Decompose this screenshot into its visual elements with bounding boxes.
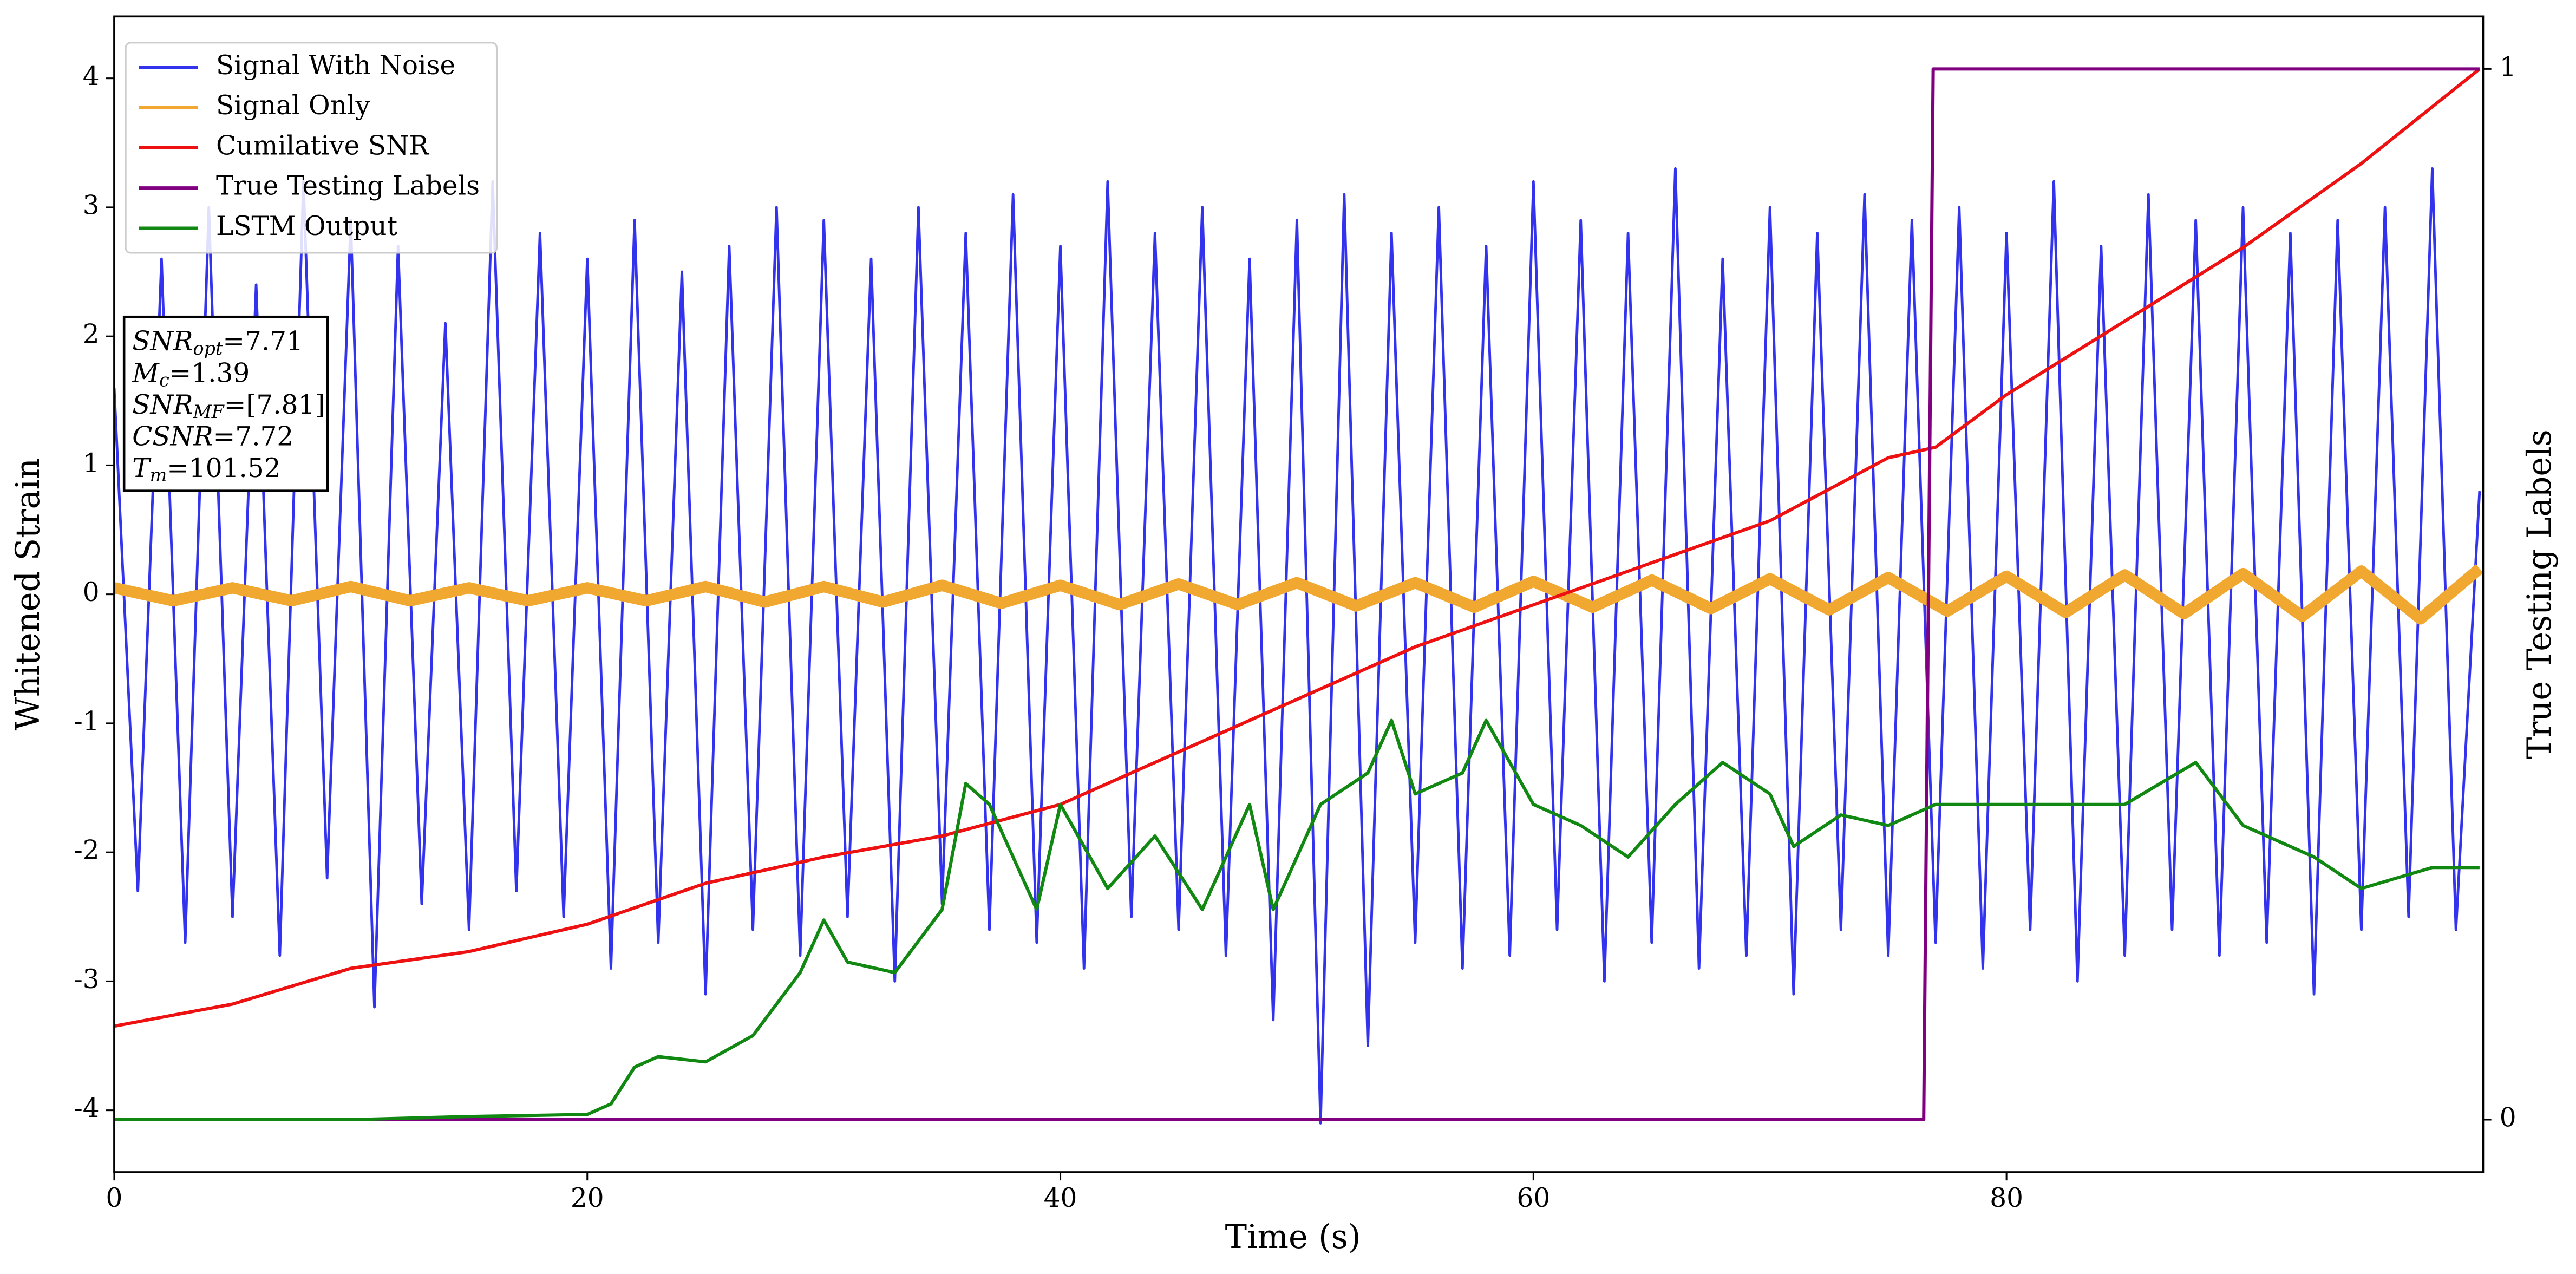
legend-label: Cumilative SNR	[216, 130, 429, 161]
annotation: SNRMF=[7.81]	[132, 389, 325, 422]
annotation-text: =1.39	[169, 358, 250, 388]
y2-tick-label: 0	[2500, 1102, 2516, 1133]
y-tick-label: 3	[83, 190, 100, 220]
y-tick-label: 2	[83, 319, 100, 350]
annotation: Mc=1.39	[132, 358, 250, 391]
annotation-text: =7.71	[223, 326, 303, 356]
annotation-base: CSNR	[132, 421, 213, 452]
series-line	[114, 718, 2480, 1122]
x-tick-label: 80	[1990, 1183, 2023, 1213]
annotation: CSNR=7.72	[132, 421, 293, 452]
series-line	[114, 67, 2480, 1122]
annotation-frame	[122, 315, 329, 492]
y-tick-label: 4	[83, 61, 100, 92]
annotation: Tm=101.52	[132, 453, 280, 486]
annotation-base: SNR	[132, 326, 193, 356]
y-axis-label: Whitened Strain	[9, 458, 47, 730]
y-tick-label: -3	[74, 964, 99, 995]
legend-label: Signal With Noise	[216, 50, 455, 81]
annotation-base: SNR	[132, 389, 193, 420]
legend-label: Signal Only	[216, 90, 370, 121]
annotation-sub: m	[150, 465, 167, 486]
legend-label: LSTM Output	[216, 211, 398, 241]
legend-box	[125, 42, 498, 254]
annotation: SNRopt=7.71	[132, 326, 303, 359]
series-line	[114, 564, 2483, 625]
y2-tick-label: 1	[2500, 52, 2516, 82]
annotation-text: =101.52	[167, 453, 280, 483]
y2-axis-label: True Testing Labels	[2521, 429, 2559, 759]
x-tick-label: 60	[1516, 1183, 1550, 1213]
y-tick-label: 0	[83, 577, 100, 607]
legend: Signal With Noise Signal Only Cumilative S…	[125, 42, 498, 254]
y-tick-label: -1	[74, 706, 99, 736]
annotation-sub: opt	[193, 338, 223, 359]
series-line	[114, 67, 2481, 1028]
x-axis-label: Time (s)	[1225, 1218, 1361, 1256]
annotation-base: M	[132, 358, 160, 388]
x-tick-label: 40	[1044, 1183, 1077, 1213]
y-tick-label: -2	[74, 835, 99, 866]
series-line	[114, 167, 2481, 1125]
x-tick-label: 0	[106, 1183, 123, 1213]
y-tick-label: -4	[74, 1093, 99, 1123]
x-tick-label: 20	[571, 1183, 604, 1213]
annotation-text: =[7.81]	[224, 389, 325, 420]
annotation-sub: MF	[193, 401, 225, 422]
annotation-base: T	[132, 453, 152, 483]
annotation-box: SNRopt=7.71Mc=1.39SNRMF=[7.81]CSNR=7.72T…	[122, 315, 329, 492]
annotation-text: =7.72	[213, 421, 294, 452]
annotation-sub: c	[159, 369, 169, 390]
y-tick-label: 1	[83, 448, 100, 479]
legend-label: True Testing Labels	[216, 171, 480, 201]
